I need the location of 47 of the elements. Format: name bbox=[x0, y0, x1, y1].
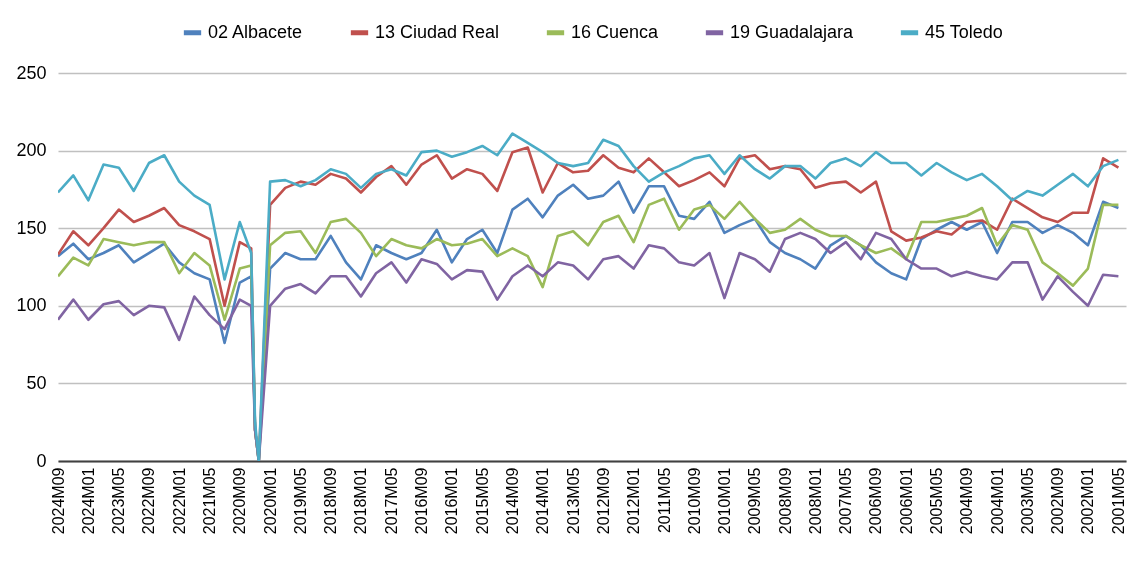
legend-label: 45 Toledo bbox=[925, 21, 1003, 42]
x-tick-label: 2008M09 bbox=[776, 467, 794, 535]
x-tick-label: 2004M01 bbox=[988, 467, 1006, 535]
x-tick-label: 2009M05 bbox=[746, 467, 764, 535]
x-tick-label: 2010M09 bbox=[685, 467, 703, 535]
x-tick-label: 2011M05 bbox=[655, 467, 673, 534]
x-tick-label: 2004M09 bbox=[958, 467, 976, 535]
y-tick-label: 200 bbox=[16, 140, 47, 161]
x-tick-label: 2010M01 bbox=[715, 467, 733, 535]
x-tick-label: 2014M09 bbox=[503, 467, 521, 535]
x-tick-label: 2008M01 bbox=[806, 467, 824, 535]
y-tick-label: 0 bbox=[36, 450, 47, 471]
x-tick-label: 2024M09 bbox=[49, 467, 67, 535]
x-tick-label: 2012M09 bbox=[594, 467, 612, 535]
x-tick-label: 2013M05 bbox=[564, 467, 582, 535]
y-tick-label: 50 bbox=[26, 372, 47, 393]
legend-label: 13 Ciudad Real bbox=[375, 21, 500, 42]
x-tick-label: 2006M09 bbox=[867, 467, 885, 535]
x-tick-label: 2014M01 bbox=[534, 467, 552, 535]
legend-label: 19 Guadalajara bbox=[730, 21, 855, 42]
y-tick-label: 100 bbox=[16, 295, 47, 316]
x-tick-label: 2020M01 bbox=[261, 467, 279, 535]
x-tick-label: 2002M01 bbox=[1079, 467, 1097, 535]
x-tick-label: 2005M05 bbox=[928, 467, 946, 535]
x-tick-label: 2018M09 bbox=[322, 467, 340, 535]
x-tick-label: 2018M01 bbox=[352, 467, 370, 535]
x-tick-label: 2019M05 bbox=[292, 467, 310, 535]
x-tick-label: 2002M09 bbox=[1049, 467, 1067, 535]
x-tick-label: 2015M05 bbox=[473, 467, 491, 535]
x-tick-label: 2023M05 bbox=[110, 467, 128, 535]
x-tick-label: 2016M01 bbox=[443, 467, 461, 535]
y-tick-label: 150 bbox=[16, 217, 47, 238]
x-tick-label: 2020M09 bbox=[231, 467, 249, 535]
x-tick-label: 2022M01 bbox=[170, 467, 188, 535]
x-tick-label: 2024M01 bbox=[79, 467, 97, 535]
y-tick-label: 250 bbox=[16, 62, 47, 83]
legend-label: 02 Albacete bbox=[208, 21, 303, 42]
x-tick-label: 2017M05 bbox=[382, 467, 400, 535]
x-tick-label: 2006M01 bbox=[897, 467, 915, 535]
x-tick-label: 2016M09 bbox=[413, 467, 431, 535]
legend-label: 16 Cuenca bbox=[571, 21, 660, 42]
x-tick-label: 2001M05 bbox=[1109, 467, 1127, 535]
x-tick-label: 2022M09 bbox=[140, 467, 158, 535]
x-tick-label: 2003M05 bbox=[1019, 467, 1037, 535]
x-tick-label: 2012M01 bbox=[625, 467, 643, 535]
x-tick-label: 2021M05 bbox=[201, 467, 219, 535]
x-tick-label: 2007M05 bbox=[837, 467, 855, 535]
